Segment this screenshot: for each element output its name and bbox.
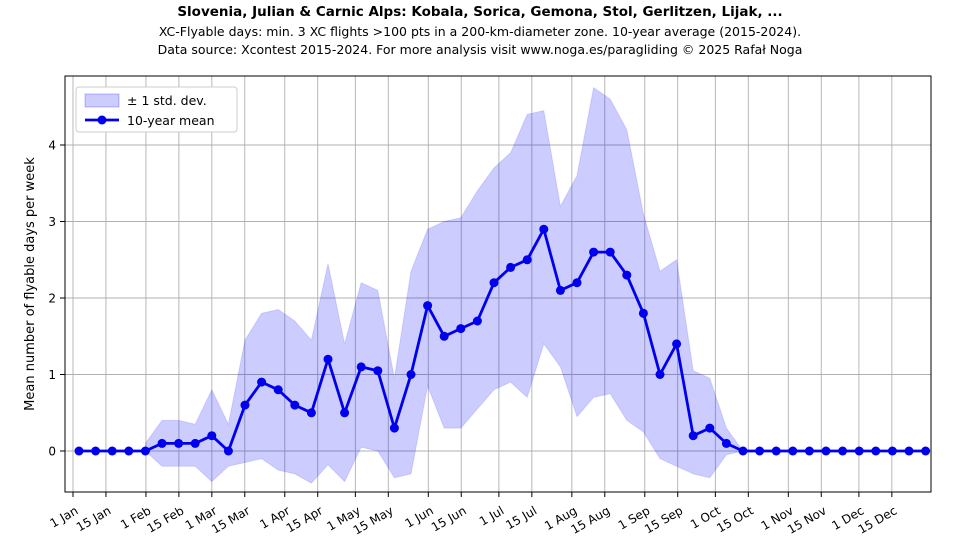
x-tick-label: 15 Apr (284, 503, 326, 535)
y-tick-label: 2 (48, 292, 56, 306)
data-point-marker (788, 446, 798, 456)
x-tick-label: 15 Mar (209, 503, 252, 536)
data-point-marker (622, 270, 632, 280)
data-point-marker (273, 385, 283, 395)
data-point-marker (124, 446, 134, 456)
x-tick-label: 15 Feb (144, 503, 186, 535)
std-dev-band-area (144, 86, 744, 484)
data-point-marker (406, 370, 416, 379)
plot-border (64, 75, 932, 493)
legend-label-mean: 10-year mean (127, 113, 215, 128)
data-point-marker (472, 316, 482, 326)
data-point-marker (589, 247, 599, 257)
data-point-marker (174, 438, 184, 448)
data-point-marker (688, 431, 698, 441)
mean-marker-swatch (97, 115, 107, 125)
data-point-marker (323, 354, 333, 364)
legend: ± 1 std. dev. 10-year mean (75, 86, 238, 133)
data-point-marker (638, 308, 648, 318)
chart-source-note: Data source: Xcontest 2015-2024. For mor… (157, 41, 803, 57)
std-dev-band (144, 86, 744, 484)
data-point-marker (605, 247, 615, 257)
gridlines (65, 76, 931, 492)
x-tick-label: 15 Oct (714, 503, 756, 535)
data-point-marker (555, 285, 565, 295)
data-point-marker (755, 446, 765, 456)
data-point-marker (705, 423, 715, 433)
data-point-marker (140, 446, 150, 456)
x-tick-label: 15 Jan (74, 503, 114, 534)
data-point-marker (854, 446, 864, 456)
data-point-marker (904, 446, 914, 456)
data-point-marker (672, 339, 682, 349)
data-point-marker (290, 400, 300, 410)
data-point-marker (522, 255, 532, 265)
data-point-marker (871, 446, 881, 456)
data-point-marker (190, 438, 200, 448)
x-tick-label: 15 Jul (503, 503, 539, 532)
data-point-marker (506, 262, 516, 272)
data-point-marker (389, 423, 399, 433)
y-tick-label: 0 (48, 445, 56, 459)
data-point-marker (306, 408, 316, 418)
data-point-marker (439, 331, 449, 341)
data-point-marker (91, 446, 101, 456)
mean-line (77, 227, 927, 453)
data-point-marker (821, 446, 831, 456)
x-tick-label: 15 Jun (429, 503, 469, 534)
data-point-marker (838, 446, 848, 456)
std-dev-band-swatch (84, 93, 120, 108)
data-point-marker (356, 362, 366, 372)
data-point-marker (721, 438, 731, 448)
data-point-marker (423, 301, 433, 311)
chart-title: Slovenia, Julian & Carnic Alps: Kobala, … (177, 4, 783, 20)
y-tick-label: 1 (48, 368, 56, 382)
legend-label-std: ± 1 std. dev. (127, 93, 207, 108)
data-point-marker (804, 446, 814, 456)
data-point-marker (157, 438, 167, 448)
data-point-marker (373, 366, 383, 376)
y-axis-label: Mean number of flyable days per week (23, 157, 38, 411)
data-point-marker (257, 377, 267, 387)
mean-line-series (74, 224, 931, 456)
y-tick-label: 3 (48, 215, 56, 229)
data-point-marker (655, 370, 665, 379)
data-point-marker (539, 224, 549, 234)
data-point-marker (771, 446, 781, 456)
data-point-marker (207, 431, 217, 441)
data-point-marker (921, 446, 931, 456)
y-tick-label: 4 (48, 139, 56, 153)
data-point-marker (489, 278, 499, 288)
data-point-marker (107, 446, 117, 456)
data-point-marker (572, 278, 582, 288)
data-point-marker (340, 408, 350, 418)
data-point-marker (738, 446, 748, 456)
chart-header: Slovenia, Julian & Carnic Alps: Kobala, … (0, 3, 960, 59)
chart-subtitle: XC-Flyable days: min. 3 XC flights >100 … (158, 23, 802, 39)
x-tick-label: 15 Sep (642, 503, 685, 536)
data-point-marker (223, 446, 233, 456)
data-point-marker (887, 446, 897, 456)
data-point-marker (240, 400, 250, 410)
data-point-marker (74, 446, 84, 456)
data-point-marker (456, 324, 466, 334)
x-tick-label: 1 Jul (477, 503, 506, 528)
